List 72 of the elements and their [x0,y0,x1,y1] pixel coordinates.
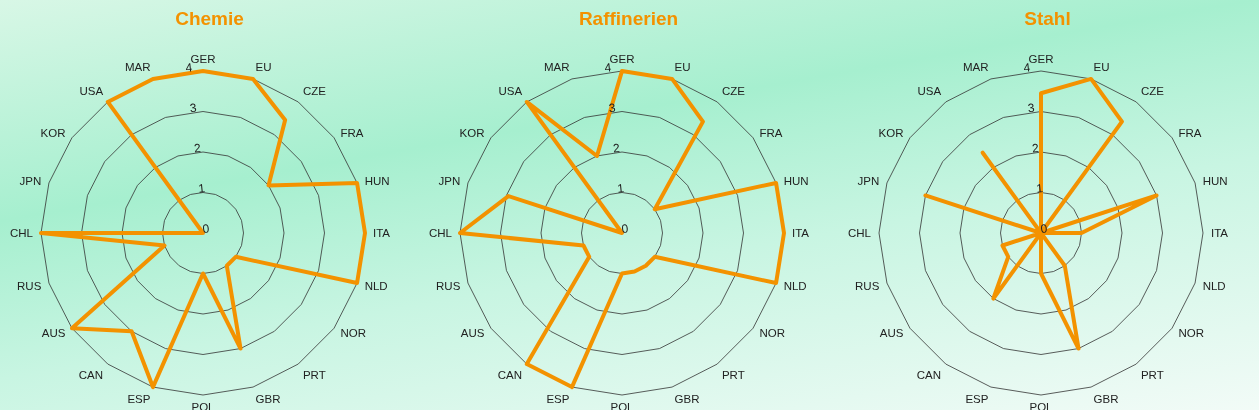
spoke-label: CAN [916,368,942,381]
spoke-label: JPN [438,174,461,187]
y-tick-label: 1 [1035,181,1045,196]
y-tick-label: 3 [608,100,617,116]
spoke-label: KOR [40,127,66,140]
spoke-label: ITA [373,227,391,240]
spoke-label: CZE [721,85,746,98]
spoke-label: PRT [302,368,326,381]
spoke-label: HUN [783,174,809,187]
y-tick-label: 1 [616,181,626,196]
spoke-label: ESP [546,392,570,405]
spoke-label: MAR [124,61,151,74]
spoke-label: NOR [759,327,786,340]
y-tick-label: 1 [197,181,207,196]
spoke-label: CHL [428,227,453,240]
spoke-label: RUS [855,279,880,292]
y-tick-label: 2 [1031,140,1040,156]
spoke-label: JPN [857,174,880,187]
spoke-label: KOR [459,127,485,140]
spoke-label: AUS [41,327,66,340]
spoke-label: AUS [460,327,485,340]
spoke-label: ESP [965,392,989,405]
spoke-label: MAR [543,61,570,74]
spoke-label: ESP [127,392,151,405]
spoke-label: NOR [340,327,367,340]
spoke-label: GER [190,53,216,65]
spoke-label: NLD [364,279,388,292]
spoke-label: AUS [879,327,904,340]
spoke-label: RUS [17,279,42,292]
y-tick-label: 3 [189,100,198,116]
y-tick-label: 3 [1027,100,1036,116]
spoke-label: HUN [1202,174,1228,187]
chart-title: Chemie [174,8,245,30]
spoke-label: CHL [847,227,872,240]
chart-title: Stahl [1023,8,1072,30]
spoke-label: USA [917,85,942,98]
spoke-label: GER [609,53,635,65]
spoke-label: FRA [340,127,364,140]
spoke-label: FRA [759,127,783,140]
spoke-label: USA [498,85,523,98]
spoke-label: GBR [255,392,281,405]
spoke-label: CZE [302,85,327,98]
spoke-label: EU [1093,61,1110,74]
spoke-label: JPN [19,174,42,187]
spoke-label: USA [79,85,104,98]
spoke-label: FRA [1178,127,1202,140]
y-tick-label: 0 [620,221,630,236]
spoke-label: EU [255,61,272,74]
spoke-label: GBR [1093,392,1119,405]
spoke-label: CAN [497,368,523,381]
chart-title: Raffinerien [577,8,680,30]
spoke-label: CZE [1140,85,1165,98]
spoke-label: CAN [78,368,104,381]
spoke-label: PRT [721,368,745,381]
y-tick-label: 2 [612,140,621,156]
spoke-label: RUS [436,279,461,292]
spoke-label: KOR [878,127,904,140]
spoke-label: PRT [1140,368,1164,381]
y-tick-label: 0 [1039,221,1049,236]
spoke-label: GER [1028,53,1054,65]
y-tick-label: 0 [201,221,211,236]
spoke-label: NLD [1202,279,1226,292]
spoke-label: CHL [9,227,34,240]
spoke-label: NLD [783,279,807,292]
spoke-label: EU [674,61,691,74]
spoke-label: NOR [1178,327,1205,340]
y-tick-label: 2 [193,140,202,156]
spoke-label: HUN [364,174,390,187]
spoke-label: ITA [1211,227,1229,240]
spoke-label: GBR [674,392,700,405]
spoke-label: MAR [962,61,989,74]
spoke-label: ITA [792,227,810,240]
